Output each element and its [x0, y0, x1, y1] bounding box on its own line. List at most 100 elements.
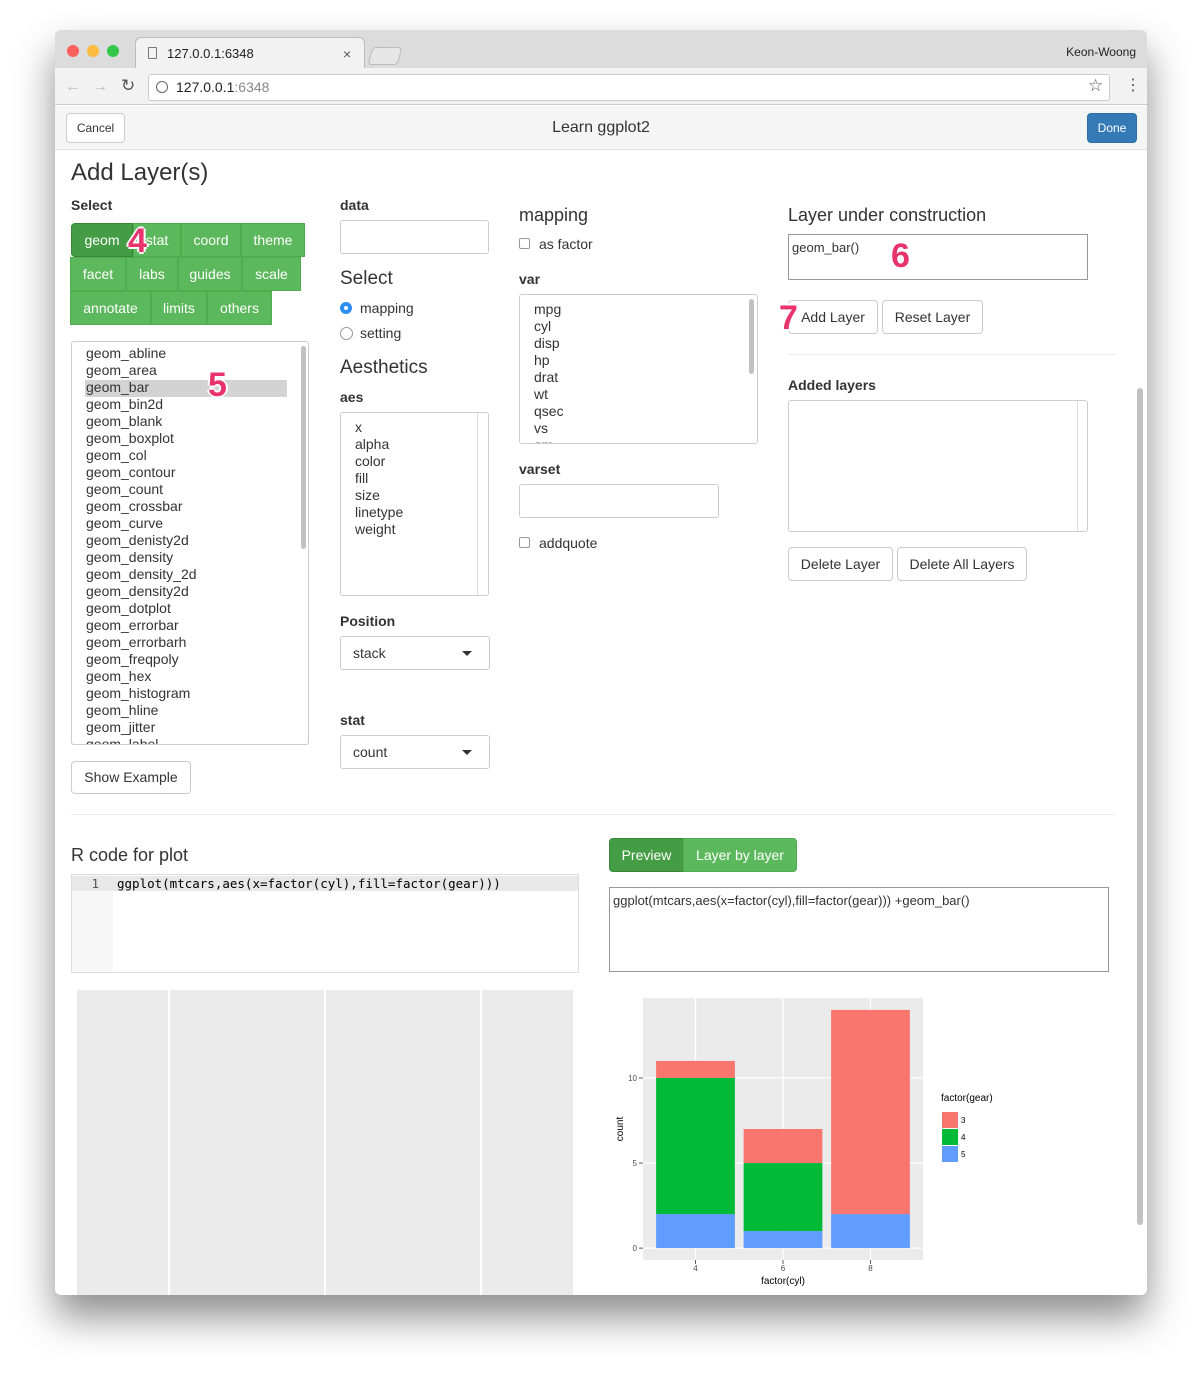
list-item[interactable]: vs: [534, 420, 548, 436]
back[interactable]: ←: [65, 78, 81, 95]
added-list[interactable]: [788, 400, 1088, 532]
list-item[interactable]: geom_bin2d: [86, 396, 164, 412]
geom-list[interactable]: geom_abline geom_area geom_bar geom_bin2d ge…: [71, 341, 309, 745]
zoom-dot[interactable]: [107, 45, 119, 57]
preview-tab[interactable]: Preview: [609, 838, 684, 872]
list-item[interactable]: alpha: [355, 436, 390, 452]
select-button[interactable]: facet: [70, 257, 126, 291]
preview-text: ggplot(mtcars,aes(x=factor(cyl),fill=fac…: [613, 893, 970, 908]
legend-swatch: [942, 1112, 958, 1128]
list-item[interactable]: geom_jitter: [86, 719, 156, 735]
list-item[interactable]: geom_blank: [86, 413, 163, 429]
list-item[interactable]: geom_area: [86, 362, 157, 378]
add-layer-button[interactable]: Add Layer: [788, 300, 878, 334]
show-example-button[interactable]: Show Example: [71, 761, 191, 794]
list-item[interactable]: cyl: [534, 318, 552, 334]
select-button[interactable]: others: [207, 291, 272, 325]
list-item[interactable]: geom_label: [86, 736, 159, 745]
list-item[interactable]: geom_boxplot: [86, 430, 174, 446]
url-field[interactable]: [148, 74, 1110, 101]
checkbox[interactable]: [519, 537, 530, 548]
data-input[interactable]: [340, 220, 489, 254]
list-item[interactable]: hp: [534, 352, 550, 368]
scrollbar[interactable]: [301, 346, 306, 549]
list-item[interactable]: disp: [534, 335, 560, 351]
layer-tab[interactable]: Layer by layer: [683, 838, 797, 872]
page-scrollbar[interactable]: [1137, 388, 1143, 1225]
select-button[interactable]: guides: [178, 257, 242, 291]
menu[interactable]: ⋮: [1125, 77, 1141, 94]
list-item[interactable]: weight: [355, 521, 396, 537]
stat-select[interactable]: count: [340, 735, 490, 769]
cancel-button[interactable]: Cancel: [66, 113, 125, 143]
list-item[interactable]: geom_errorbarh: [86, 634, 187, 650]
code-editor[interactable]: 1 ggplot(mtcars,aes(x=factor(cyl),fill=f…: [71, 874, 579, 973]
list-item[interactable]: geom_hline: [86, 702, 159, 718]
select-button[interactable]: coord: [181, 223, 241, 257]
select-button[interactable]: annotate: [70, 291, 151, 325]
list-item[interactable]: geom_dotplot: [86, 600, 171, 616]
list-item[interactable]: x: [355, 419, 362, 435]
legend-label: 5: [961, 1150, 966, 1159]
plots: 0 5 10 4 6 8 factor(cyl) count factor(gear) 3 4 5: [77, 990, 993, 1295]
tab-close[interactable]: ×: [343, 46, 352, 62]
list-item[interactable]: geom_crossbar: [86, 498, 183, 514]
list-item[interactable]: drat: [534, 369, 559, 385]
preview-textarea[interactable]: ggplot(mtcars,aes(x=factor(cyl),fill=fac…: [609, 887, 1109, 972]
select-button[interactable]: limits: [151, 291, 207, 325]
list-item[interactable]: am: [534, 437, 553, 443]
select-button[interactable]: theme: [241, 223, 305, 257]
varset-input[interactable]: [519, 484, 719, 518]
var-list[interactable]: mpgcyldisphpdratwtqsecvsam: [519, 294, 758, 444]
select-button[interactable]: stat: [133, 223, 181, 257]
list-item[interactable]: geom_curve: [86, 515, 164, 531]
layer-textarea[interactable]: geom_bar(): [788, 234, 1088, 280]
select-button[interactable]: labs: [126, 257, 178, 291]
radio-setting[interactable]: [340, 327, 353, 340]
y-axis-label: count: [615, 1117, 626, 1142]
list-item[interactable]: geom_density: [86, 549, 174, 565]
list-item[interactable]: geom_denisty2d: [86, 532, 189, 548]
forward[interactable]: →: [92, 78, 108, 95]
empty-plot-line: [168, 990, 170, 1295]
list-item[interactable]: mpg: [534, 301, 562, 317]
list-item[interactable]: geom_density_2d: [86, 566, 197, 582]
radio-label: setting: [360, 325, 402, 341]
list-item[interactable]: geom_errorbar: [86, 617, 179, 633]
list-item[interactable]: geom_bar: [86, 379, 150, 395]
list-item[interactable]: geom_count: [86, 481, 164, 497]
list-item[interactable]: color: [355, 453, 386, 469]
checkbox[interactable]: [519, 238, 530, 249]
bookmark[interactable]: ☆: [1088, 76, 1104, 95]
list-item[interactable]: geom_contour: [86, 464, 176, 480]
delete-all-button[interactable]: Delete All Layers: [897, 547, 1027, 581]
list-item[interactable]: geom_col: [86, 447, 147, 463]
reset-layer-button[interactable]: Reset Layer: [882, 300, 983, 334]
list-item[interactable]: wt: [534, 386, 548, 402]
aes-list[interactable]: x alpha color fill size linetype weight: [340, 412, 489, 596]
radio-mapping[interactable]: [340, 302, 352, 314]
tab[interactable]: [135, 37, 365, 69]
delete-layer-button[interactable]: Delete Layer: [788, 547, 893, 581]
list-item[interactable]: qsec: [534, 403, 564, 419]
done-button[interactable]: Done: [1087, 113, 1137, 143]
list-item[interactable]: geom_density2d: [86, 583, 189, 599]
y-tick-label: 10: [628, 1074, 637, 1083]
list-item[interactable]: geom_hex: [86, 668, 152, 684]
scrollbar[interactable]: [749, 299, 754, 374]
user-name: Keon-Woong: [1066, 45, 1136, 59]
list-item[interactable]: geom_histogram: [86, 685, 191, 701]
list-item[interactable]: linetype: [355, 504, 404, 520]
close-dot[interactable]: [67, 45, 79, 57]
reload[interactable]: ↻: [121, 76, 136, 95]
select-button[interactable]: scale: [242, 257, 301, 291]
url-port: :6348: [234, 79, 270, 95]
list-item[interactable]: fill: [355, 470, 369, 486]
list-item[interactable]: size: [355, 487, 380, 503]
list-item[interactable]: geom_abline: [86, 345, 167, 361]
list-item[interactable]: geom_freqpoly: [86, 651, 179, 667]
x-axis-label: factor(cyl): [761, 1276, 805, 1287]
minimize-dot[interactable]: [87, 45, 99, 57]
position-select[interactable]: stack: [340, 636, 490, 670]
select-button[interactable]: geom: [71, 223, 133, 257]
